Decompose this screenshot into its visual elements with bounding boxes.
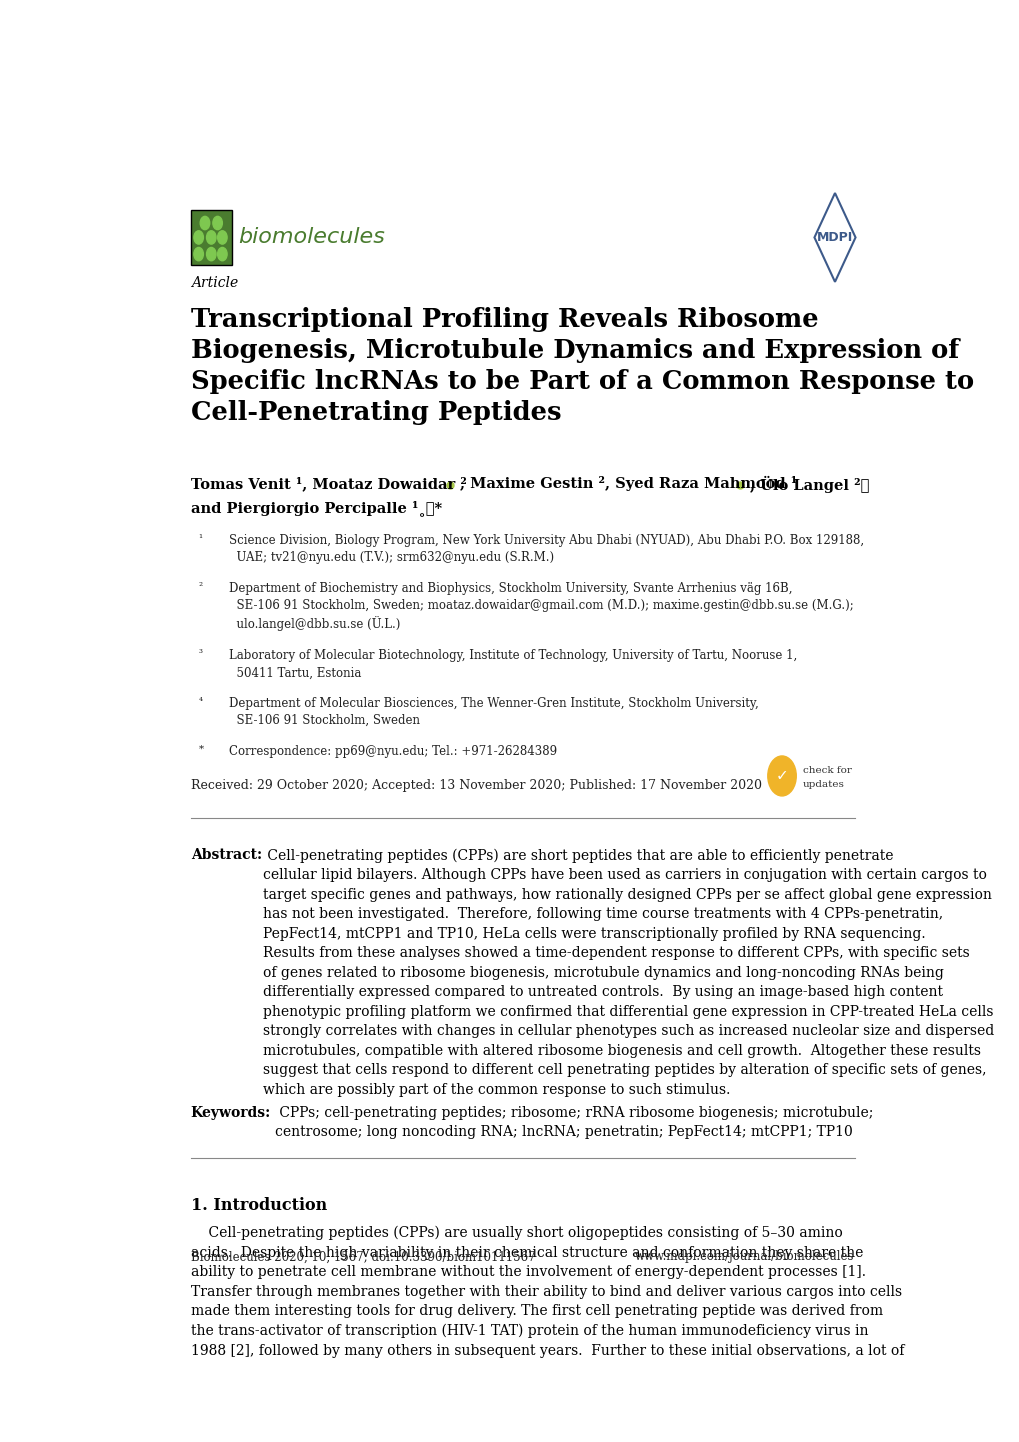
Text: , Maxime Gestin ², Syed Raza Mahmood ¹: , Maxime Gestin ², Syed Raza Mahmood ¹ (460, 476, 797, 492)
Text: Received: 29 October 2020; Accepted: 13 November 2020; Published: 17 November 20: Received: 29 October 2020; Accepted: 13 … (191, 779, 761, 792)
Text: ²: ² (199, 581, 203, 591)
Circle shape (217, 231, 227, 244)
Text: Cell-penetrating peptides (CPPs) are usually short oligopeptides consisting of 5: Cell-penetrating peptides (CPPs) are usu… (191, 1226, 903, 1357)
FancyBboxPatch shape (191, 209, 231, 265)
Circle shape (213, 216, 222, 229)
Circle shape (200, 216, 210, 229)
Circle shape (767, 756, 796, 796)
Text: Cell-penetrating peptides (CPPs) are short peptides that are able to efficiently: Cell-penetrating peptides (CPPs) are sho… (263, 848, 994, 1096)
Text: Keywords:: Keywords: (191, 1106, 271, 1120)
Text: 1. Introduction: 1. Introduction (191, 1197, 327, 1214)
Text: Department of Molecular Biosciences, The Wenner-Gren Institute, Stockholm Univer: Department of Molecular Biosciences, The… (228, 696, 758, 727)
Circle shape (206, 248, 216, 261)
Text: Tomas Venit ¹, Moataz Dowaidar ²: Tomas Venit ¹, Moataz Dowaidar ² (191, 476, 466, 490)
Text: ³: ³ (199, 649, 203, 659)
Text: Abstract:: Abstract: (191, 848, 262, 862)
Text: Department of Biochemistry and Biophysics, Stockholm University, Svante Arrheniu: Department of Biochemistry and Biophysic… (228, 581, 853, 632)
Text: Transcriptional Profiling Reveals Ribosome
Biogenesis, Microtubule Dynamics and : Transcriptional Profiling Reveals Riboso… (191, 307, 973, 425)
Polygon shape (813, 193, 855, 281)
Text: Biomolecules 2020, 10, 1567; doi:10.3390/biom10111567: Biomolecules 2020, 10, 1567; doi:10.3390… (191, 1250, 535, 1263)
Text: www.mdpi.com/journal/biomolecules: www.mdpi.com/journal/biomolecules (635, 1250, 854, 1263)
Text: CPPs; cell-penetrating peptides; ribosome; rRNA ribosome biogenesis; microtubule: CPPs; cell-penetrating peptides; ribosom… (275, 1106, 873, 1139)
Circle shape (206, 231, 216, 244)
Circle shape (217, 248, 227, 261)
Text: and Piergiorgio Percipalle ¹˳ⰻ*: and Piergiorgio Percipalle ¹˳ⰻ* (191, 500, 441, 516)
Text: updates: updates (802, 780, 844, 789)
Text: *: * (199, 746, 204, 754)
Text: Laboratory of Molecular Biotechnology, Institute of Technology, University of Ta: Laboratory of Molecular Biotechnology, I… (228, 649, 796, 679)
Text: Science Division, Biology Program, New York University Abu Dhabi (NYUAD), Abu Dh: Science Division, Biology Program, New Y… (228, 534, 863, 564)
Text: biomolecules: biomolecules (238, 228, 384, 248)
Text: MDPI: MDPI (816, 231, 852, 244)
Text: ✓: ✓ (774, 769, 788, 783)
Text: ¹: ¹ (199, 534, 203, 542)
Circle shape (194, 248, 203, 261)
Text: check for: check for (802, 766, 851, 774)
Text: , Ülo Langel ²ⰻ: , Ülo Langel ²ⰻ (750, 476, 869, 493)
Text: Article: Article (191, 277, 237, 290)
Circle shape (194, 231, 203, 244)
Text: ⁴: ⁴ (199, 696, 203, 707)
Text: Correspondence: pp69@nyu.edu; Tel.: +971-26284389: Correspondence: pp69@nyu.edu; Tel.: +971… (228, 746, 556, 758)
